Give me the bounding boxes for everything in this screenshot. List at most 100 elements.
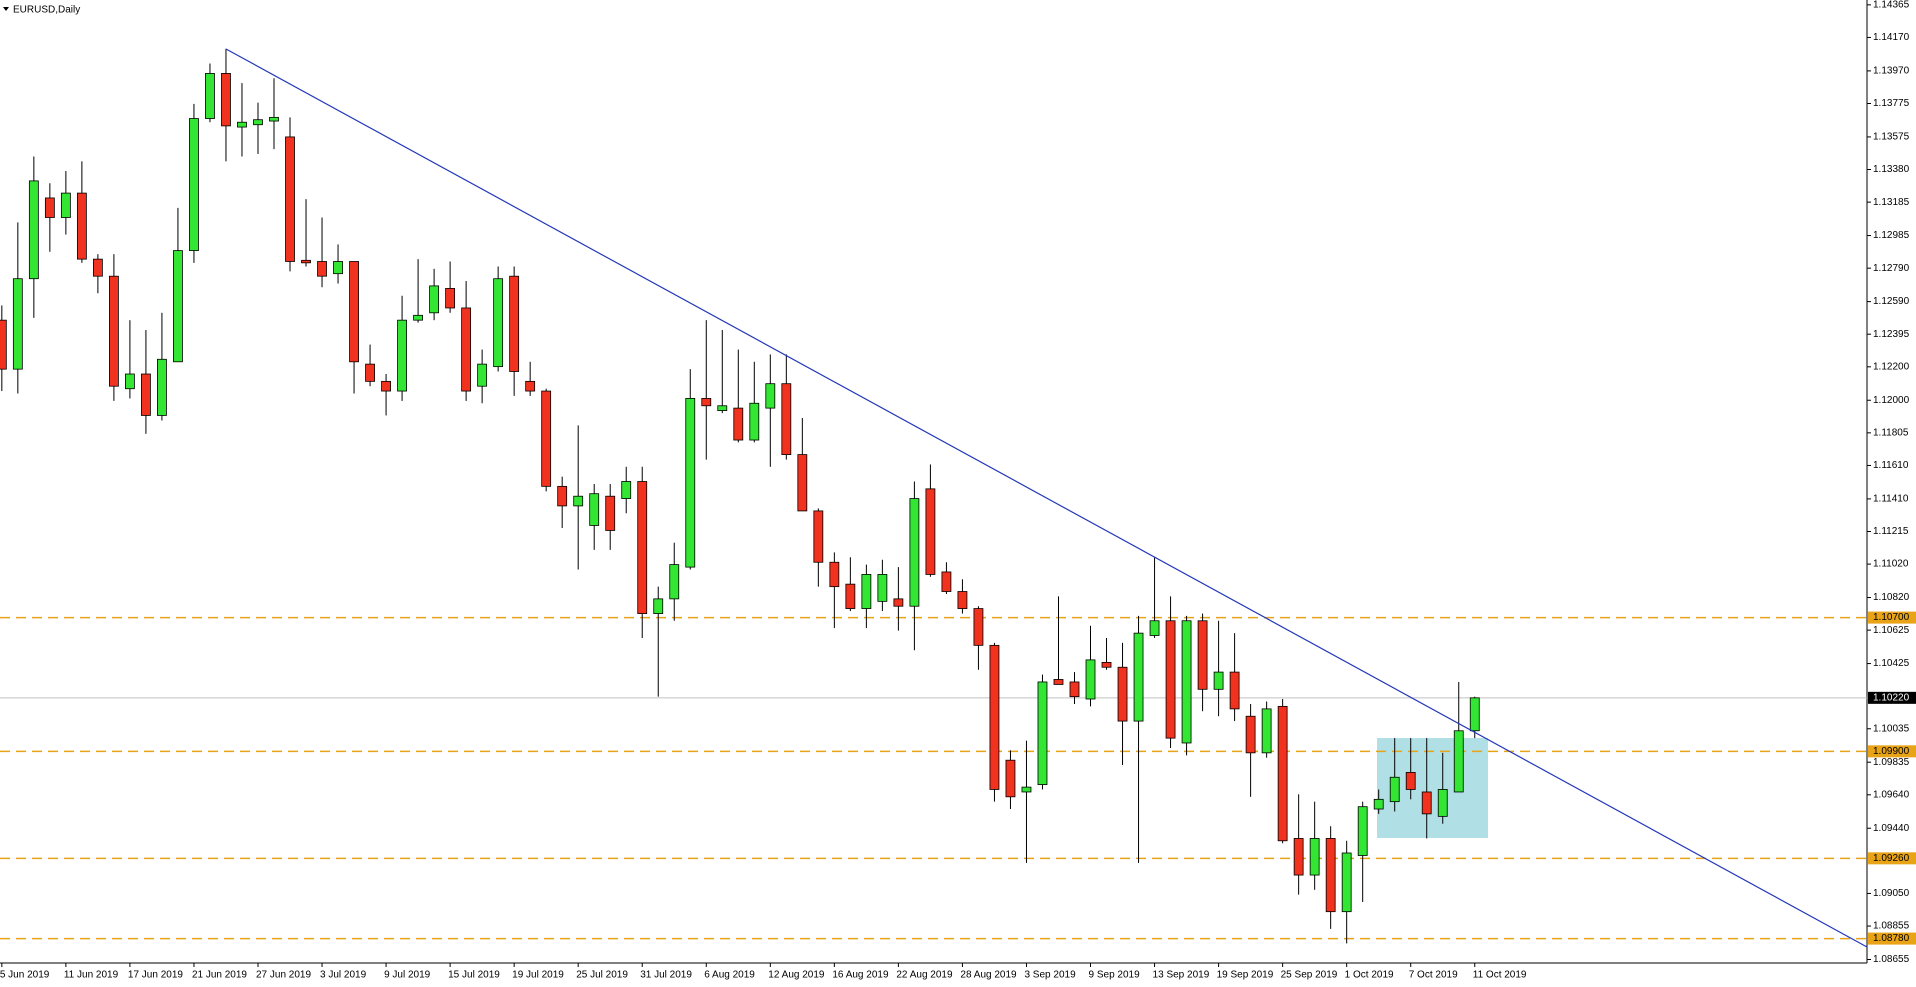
x-tick-label: 31 Jul 2019 xyxy=(640,970,692,981)
candle-body xyxy=(269,116,279,122)
candle-body xyxy=(1341,852,1352,913)
level-label-box xyxy=(1868,852,1916,865)
x-tick-label: 27 Jun 2019 xyxy=(256,970,311,981)
x-tick-label: 15 Jul 2019 xyxy=(448,970,500,981)
y-tick-label: 1.10625 xyxy=(1873,625,1910,636)
candle-body xyxy=(1117,666,1128,722)
candle-body xyxy=(829,561,840,588)
level-label: 1.09260 xyxy=(1873,853,1910,864)
candle-body xyxy=(925,488,936,575)
candle-body xyxy=(1005,759,1016,798)
candle-body xyxy=(1245,715,1256,754)
y-tick-label: 1.09440 xyxy=(1873,823,1910,834)
y-tick-label: 1.10425 xyxy=(1873,658,1910,669)
candle-body xyxy=(237,121,247,128)
y-tick-label: 1.13575 xyxy=(1873,132,1910,143)
level-label: 1.10700 xyxy=(1873,612,1910,623)
y-tick-label: 1.12395 xyxy=(1873,329,1910,340)
candle-body xyxy=(1069,681,1080,698)
candle-body xyxy=(669,564,680,600)
menu-triangle xyxy=(3,7,9,11)
x-tick-label: 12 Aug 2019 xyxy=(768,970,825,981)
candle-body xyxy=(1037,681,1048,786)
candle-body xyxy=(44,197,55,218)
candle-body xyxy=(685,398,696,568)
y-tick-label: 1.11805 xyxy=(1873,427,1909,438)
candle-body xyxy=(477,363,488,387)
candle-body xyxy=(12,278,23,370)
candle-body xyxy=(973,608,984,646)
y-tick-label: 1.11410 xyxy=(1873,494,1909,505)
x-tick-label: 21 Jun 2019 xyxy=(192,970,247,981)
x-tick-label: 25 Jul 2019 xyxy=(576,970,628,981)
x-tick-label: 3 Sep 2019 xyxy=(1024,970,1076,981)
candle-body xyxy=(1293,838,1304,876)
candle-body xyxy=(317,261,327,277)
y-tick-label: 1.12000 xyxy=(1873,395,1910,406)
y-tick-label: 1.08655 xyxy=(1873,954,1910,965)
candle-body xyxy=(717,405,728,412)
x-tick-label: 28 Aug 2019 xyxy=(960,970,1017,981)
candle-body xyxy=(60,192,71,218)
y-tick-label: 1.11215 xyxy=(1873,526,1909,537)
candle-body xyxy=(541,390,552,487)
y-tick-label: 1.09835 xyxy=(1873,757,1910,768)
y-tick-label: 1.09640 xyxy=(1873,789,1910,800)
candle-body xyxy=(909,498,920,607)
candle-body xyxy=(877,574,888,602)
x-tick-label: 11 Jun 2019 xyxy=(64,970,119,981)
candle-body xyxy=(397,319,407,392)
candle-body xyxy=(205,72,215,119)
candle-body xyxy=(1149,620,1160,636)
level-label-box xyxy=(1868,745,1916,758)
candle-body xyxy=(1165,620,1176,739)
candle-body xyxy=(733,407,744,441)
x-tick-label: 7 Oct 2019 xyxy=(1409,970,1458,981)
current-price-box xyxy=(1868,691,1916,704)
candle-body xyxy=(621,481,632,499)
x-tick-label: 19 Sep 2019 xyxy=(1217,970,1274,981)
candle-body xyxy=(221,72,231,127)
candle-body xyxy=(157,358,167,416)
x-tick-label: 3 Jul 2019 xyxy=(320,970,367,981)
candle-body xyxy=(1213,671,1224,690)
candle-body xyxy=(1085,659,1096,700)
candle-body xyxy=(1469,697,1480,732)
candle-body xyxy=(445,287,456,309)
candle-body xyxy=(381,380,391,392)
candle-body xyxy=(797,454,808,512)
candle-body xyxy=(92,258,103,277)
chart-title: EURUSD,Daily xyxy=(13,5,80,16)
candle-body xyxy=(76,192,87,260)
candle-body xyxy=(285,136,295,262)
current-price-label: 1.10220 xyxy=(1873,692,1910,703)
candle-body xyxy=(1325,838,1336,913)
candle-body xyxy=(1373,798,1384,810)
candle-body xyxy=(637,481,648,614)
x-tick-label: 16 Aug 2019 xyxy=(832,970,889,981)
y-tick-label: 1.13185 xyxy=(1873,197,1910,208)
y-tick-label: 1.12200 xyxy=(1873,361,1910,372)
candle-body xyxy=(893,598,904,607)
y-tick-label: 1.12590 xyxy=(1873,296,1910,307)
x-tick-label: 11 Oct 2019 xyxy=(1473,970,1527,981)
plot xyxy=(0,48,1867,944)
candle-body xyxy=(1389,776,1400,803)
candle-body xyxy=(1421,791,1432,815)
candle-body xyxy=(253,119,263,126)
y-tick-label: 1.09050 xyxy=(1873,888,1910,899)
candle-body xyxy=(861,574,872,609)
x-tick-label: 17 Jun 2019 xyxy=(128,970,183,981)
candle-body xyxy=(141,373,151,416)
candle-body xyxy=(429,285,440,314)
candle-body xyxy=(365,363,375,382)
candle-body xyxy=(941,571,952,592)
candle-body xyxy=(509,275,520,372)
candle-body xyxy=(845,583,856,609)
candle-body xyxy=(189,118,199,252)
candle-body xyxy=(1181,620,1192,744)
x-tick-label: 13 Sep 2019 xyxy=(1153,970,1210,981)
x-tick-label: 9 Jul 2019 xyxy=(384,970,431,981)
candle-body xyxy=(1197,620,1208,690)
